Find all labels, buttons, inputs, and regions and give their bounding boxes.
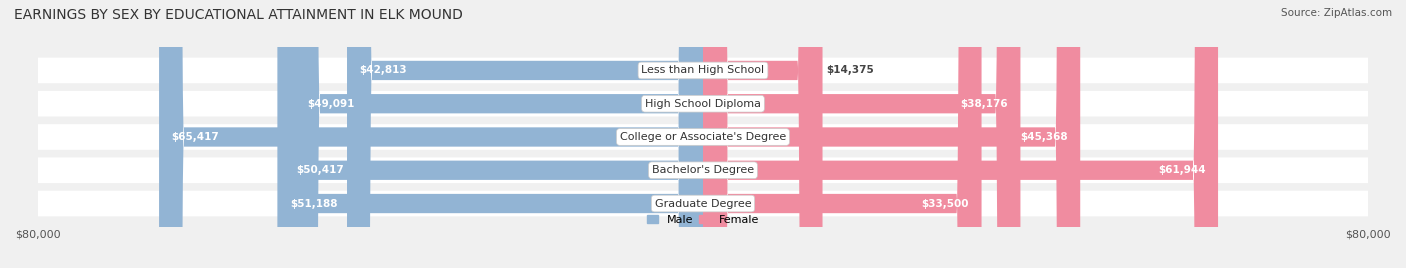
- Text: Less than High School: Less than High School: [641, 65, 765, 76]
- Text: $49,091: $49,091: [308, 99, 354, 109]
- Text: $14,375: $14,375: [827, 65, 875, 76]
- FancyBboxPatch shape: [703, 0, 1080, 268]
- FancyBboxPatch shape: [38, 158, 1368, 183]
- Text: Bachelor's Degree: Bachelor's Degree: [652, 165, 754, 175]
- FancyBboxPatch shape: [284, 0, 703, 268]
- Text: $65,417: $65,417: [172, 132, 219, 142]
- Text: Source: ZipAtlas.com: Source: ZipAtlas.com: [1281, 8, 1392, 18]
- FancyBboxPatch shape: [277, 0, 703, 268]
- FancyBboxPatch shape: [38, 91, 1368, 117]
- FancyBboxPatch shape: [38, 58, 1368, 83]
- FancyBboxPatch shape: [295, 0, 703, 268]
- Text: $61,944: $61,944: [1159, 165, 1205, 175]
- FancyBboxPatch shape: [703, 0, 823, 268]
- Text: $33,500: $33,500: [921, 199, 969, 209]
- Text: $50,417: $50,417: [297, 165, 344, 175]
- Legend: Male, Female: Male, Female: [647, 215, 759, 225]
- Text: $51,188: $51,188: [290, 199, 337, 209]
- FancyBboxPatch shape: [38, 124, 1368, 150]
- Text: High School Diploma: High School Diploma: [645, 99, 761, 109]
- Text: EARNINGS BY SEX BY EDUCATIONAL ATTAINMENT IN ELK MOUND: EARNINGS BY SEX BY EDUCATIONAL ATTAINMEN…: [14, 8, 463, 22]
- FancyBboxPatch shape: [159, 0, 703, 268]
- FancyBboxPatch shape: [703, 0, 1218, 268]
- FancyBboxPatch shape: [703, 0, 981, 268]
- Text: $45,368: $45,368: [1021, 132, 1067, 142]
- Text: College or Associate's Degree: College or Associate's Degree: [620, 132, 786, 142]
- Text: Graduate Degree: Graduate Degree: [655, 199, 751, 209]
- Text: $38,176: $38,176: [960, 99, 1008, 109]
- FancyBboxPatch shape: [703, 0, 1021, 268]
- FancyBboxPatch shape: [347, 0, 703, 268]
- FancyBboxPatch shape: [38, 191, 1368, 216]
- Text: $42,813: $42,813: [360, 65, 408, 76]
